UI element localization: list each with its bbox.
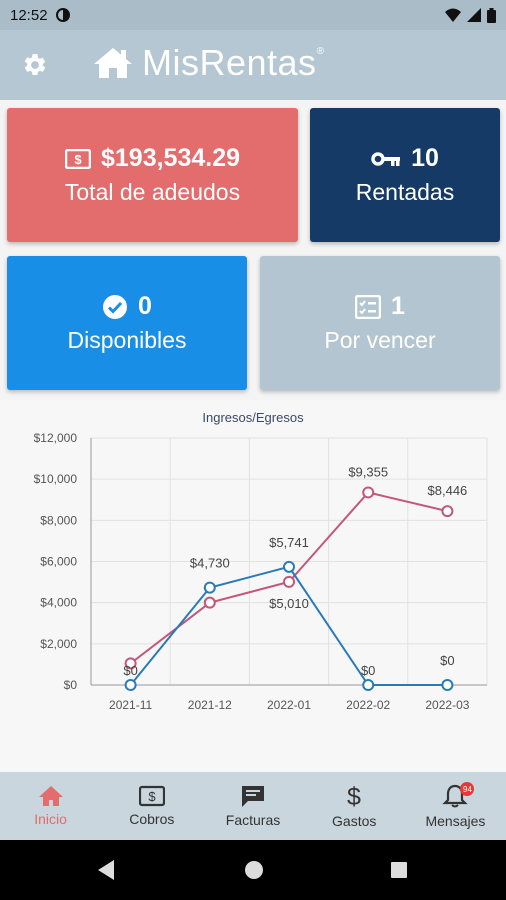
- data-point: [441, 679, 454, 691]
- status-app-icon: [55, 8, 70, 22]
- line-chart: Ingresos/Egresos $0 $2,000 $4,000 $6,000 $8,0…: [34, 410, 488, 712]
- chart-ingresos-egresos: Ingresos/Egresos $0 $2,000 $4,000 $6,000 $8,0…: [0, 400, 506, 772]
- y-tick-label: $10,000: [34, 472, 78, 486]
- rentadas-label: Rentadas: [355, 179, 455, 205]
- y-tick-label: $0: [64, 678, 78, 692]
- adeudos-value: $193,534.29: [100, 144, 241, 172]
- nav-facturas[interactable]: Facturas: [202, 772, 303, 840]
- app-brand: MisRentas ®: [92, 42, 324, 84]
- chart-title: Ingresos/Egresos: [202, 410, 304, 425]
- card-disponibles[interactable]: 0 Disponibles: [7, 256, 247, 390]
- y-tick-label: $6,000: [40, 555, 77, 569]
- recents-icon[interactable]: [391, 862, 407, 878]
- cash-icon: $: [64, 148, 91, 169]
- x-tick-label: 2022-01: [267, 698, 311, 712]
- porvencer-value: 1: [391, 292, 405, 320]
- data-point: [124, 679, 137, 691]
- message-icon: [242, 786, 264, 807]
- data-point: [362, 679, 375, 691]
- nav-gastos[interactable]: $ Gastos: [304, 772, 405, 840]
- data-label: $5,010: [269, 596, 309, 611]
- bell-icon: [442, 784, 469, 808]
- nav-cobros[interactable]: $ Cobros: [101, 772, 202, 840]
- data-label: $0: [123, 663, 137, 678]
- nav-mensajes[interactable]: 94 Mensajes: [405, 772, 506, 840]
- battery-icon: [487, 7, 496, 23]
- y-tick-label: $8,000: [40, 513, 77, 527]
- y-tick-label: $2,000: [40, 637, 77, 651]
- wifi-icon: [445, 8, 461, 22]
- notification-badge: 94: [460, 782, 475, 796]
- app-bar: MisRentas ®: [0, 30, 506, 100]
- checklist-icon: [355, 294, 382, 319]
- status-time: 12:52: [10, 6, 48, 24]
- nav-inicio-label: Inicio: [34, 811, 67, 827]
- gear-icon[interactable]: [22, 52, 48, 78]
- data-label: $5,741: [269, 535, 309, 550]
- home-logo-icon: [94, 48, 132, 78]
- dollar-icon: $: [347, 783, 361, 809]
- data-label: $4,730: [190, 556, 230, 571]
- rentadas-value: 10: [411, 144, 439, 172]
- disponibles-value: 0: [138, 292, 152, 320]
- back-icon[interactable]: [98, 860, 114, 880]
- data-point: [203, 596, 216, 609]
- svg-text:$: $: [74, 152, 82, 167]
- nav-cobros-label: Cobros: [129, 811, 175, 827]
- data-point: [441, 505, 454, 518]
- system-nav-bar: [0, 840, 506, 900]
- status-bar: 12:52: [0, 0, 506, 30]
- nav-inicio[interactable]: Inicio: [0, 772, 101, 840]
- cash-icon: $: [138, 785, 165, 807]
- app-title: MisRentas: [142, 42, 317, 83]
- data-point: [283, 560, 295, 573]
- svg-text:$: $: [148, 789, 156, 804]
- data-label: $0: [440, 653, 454, 668]
- y-tick-label: $4,000: [40, 596, 77, 610]
- home-icon: [38, 786, 63, 806]
- card-por-vencer[interactable]: 1 Por vencer: [260, 256, 500, 390]
- x-tick-label: 2022-03: [425, 698, 469, 712]
- key-icon: [371, 151, 401, 166]
- svg-text:$: $: [347, 783, 361, 809]
- bottom-nav: Inicio $ Cobros Facturas $ Gastos 94 Men…: [0, 772, 506, 840]
- nav-mensajes-label: Mensajes: [425, 813, 486, 829]
- x-tick-label: 2021-11: [109, 698, 152, 712]
- data-label: $0: [361, 663, 375, 678]
- data-point: [283, 575, 295, 588]
- card-total-adeudos[interactable]: $ $193,534.29 Total de adeudos: [7, 108, 298, 242]
- nav-gastos-label: Gastos: [332, 813, 377, 829]
- registered-mark: ®: [316, 45, 324, 57]
- adeudos-label: Total de adeudos: [64, 179, 241, 205]
- signal-icon: [467, 8, 481, 22]
- data-label: $9,355: [348, 464, 388, 479]
- porvencer-label: Por vencer: [324, 327, 436, 353]
- y-tick-label: $12,000: [34, 431, 78, 445]
- data-point: [362, 486, 375, 499]
- check-circle-icon: [103, 294, 128, 319]
- data-label: $8,446: [428, 483, 468, 498]
- home-button-icon[interactable]: [245, 861, 263, 879]
- disponibles-label: Disponibles: [67, 327, 187, 353]
- data-point: [203, 581, 216, 594]
- data-point: [124, 657, 137, 670]
- card-rentadas[interactable]: 10 Rentadas: [310, 108, 500, 242]
- x-tick-label: 2021-12: [188, 698, 232, 712]
- x-tick-label: 2022-02: [346, 698, 390, 712]
- nav-facturas-label: Facturas: [225, 812, 281, 828]
